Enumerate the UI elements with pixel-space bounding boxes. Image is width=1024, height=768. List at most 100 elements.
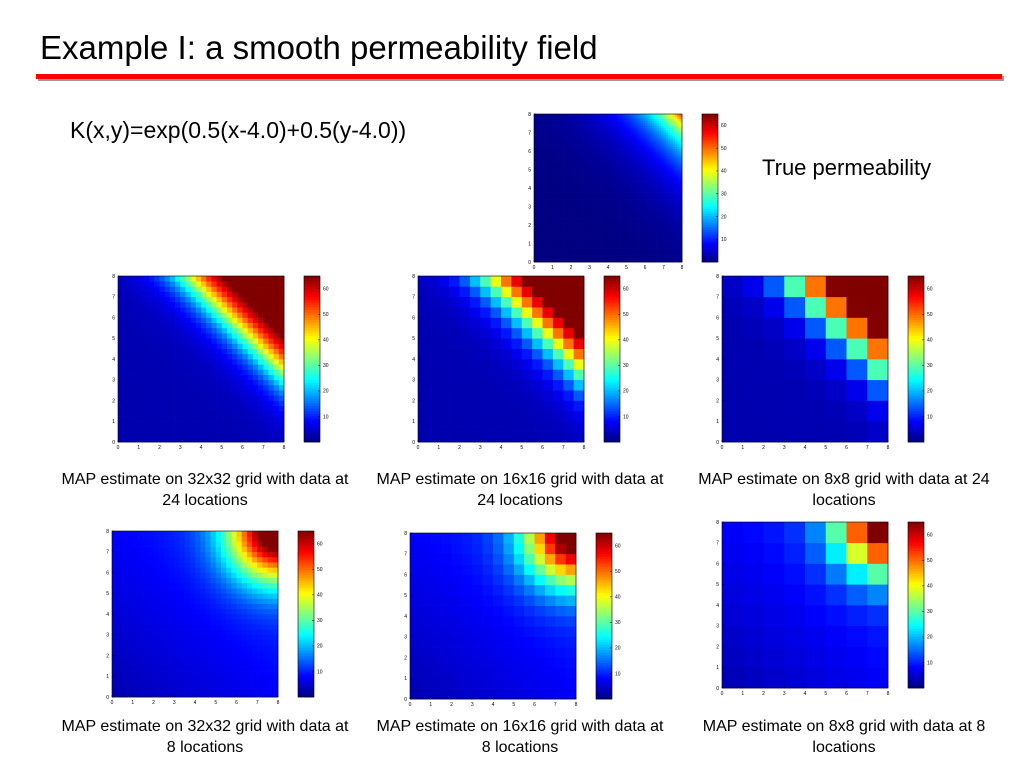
heatmap-cell [621, 222, 625, 226]
heatmap-cell [640, 218, 644, 221]
heatmap-cell [538, 132, 542, 136]
heatmap-cell [633, 185, 637, 189]
heatmap-cell [568, 241, 572, 244]
heatmap-cell [612, 130, 616, 133]
heatmap-cell [608, 176, 611, 180]
heatmap-cell [554, 243, 558, 247]
heatmap-cell [677, 204, 681, 207]
heatmap-cell [547, 252, 551, 256]
heatmap-cell [573, 225, 576, 228]
heatmap-cell [552, 155, 556, 159]
heatmap-cell [154, 322, 160, 329]
heatmap-cell [128, 322, 134, 329]
heatmap-cell [672, 146, 676, 150]
heatmap-cell [635, 250, 639, 254]
heatmap-cell [538, 222, 542, 226]
heatmap-cell [598, 218, 602, 221]
heatmap-cell [534, 160, 537, 163]
heatmap-cell [675, 229, 678, 233]
heatmap-cell [557, 176, 560, 180]
heatmap-cell [175, 369, 181, 375]
heatmap-cell [564, 146, 567, 150]
heatmap-cell [591, 197, 595, 200]
heatmap-cell [584, 137, 588, 140]
heatmap-cell [237, 384, 243, 391]
heatmap-cell [617, 234, 620, 237]
heatmap-cell [216, 327, 223, 334]
heatmap-cell [608, 178, 611, 182]
heatmap-cell [552, 183, 556, 187]
heatmap-cell [619, 144, 623, 147]
heatmap-cell [612, 218, 616, 221]
heatmap-cell [656, 218, 660, 221]
heatmap-cell [645, 250, 648, 254]
heatmap-cell [603, 252, 607, 256]
heatmap-cell [538, 236, 542, 240]
heatmap-cell [649, 174, 653, 177]
heatmap-cell [596, 197, 600, 200]
heatmap-cell [633, 220, 637, 224]
heatmap-cell [564, 222, 567, 226]
heatmap-cell [614, 215, 618, 219]
heatmap-cell [594, 181, 597, 184]
heatmap-cell [534, 220, 537, 224]
heatmap-cell [159, 395, 166, 401]
heatmap-cell [594, 155, 597, 159]
heatmap-cell [612, 151, 616, 154]
heatmap-cell [536, 176, 539, 180]
heatmap-cell [550, 123, 553, 126]
heatmap-cell [575, 259, 579, 263]
heatmap-cell [608, 139, 611, 143]
heatmap-cell [610, 206, 613, 210]
heatmap-cell [601, 252, 604, 256]
heatmap-cell [612, 144, 616, 147]
colorbar-tick-label: 20 [721, 214, 727, 220]
heatmap-cell [677, 231, 681, 235]
heatmap-cell [584, 255, 588, 258]
heatmap-cell [640, 125, 644, 129]
heatmap-cell [559, 238, 563, 242]
heatmap-cell [536, 194, 539, 198]
heatmap-cell [614, 222, 618, 226]
heatmap-cell [658, 204, 662, 207]
heatmap-cell [536, 118, 539, 122]
heatmap-cell [564, 252, 567, 256]
heatmap-cell [645, 231, 648, 235]
heatmap-cell [665, 120, 669, 124]
heatmap-cell [658, 174, 662, 177]
heatmap-cell [679, 194, 683, 198]
heatmap-cell [624, 183, 627, 187]
heatmap-cell [545, 148, 549, 152]
heatmap-cell [226, 426, 233, 432]
heatmap-cell [665, 157, 669, 161]
heatmap-cell [164, 405, 171, 412]
heatmap-cell [580, 201, 583, 205]
heatmap-cell [538, 192, 542, 196]
heatmap-cell [232, 431, 238, 438]
heatmap-cell [617, 236, 620, 240]
heatmap-cell [596, 137, 600, 140]
heatmap-cell [180, 436, 186, 443]
heatmap-cell [596, 181, 600, 184]
heatmap-cell [237, 312, 243, 318]
heatmap-cell [575, 225, 579, 228]
heatmap-cell [628, 123, 632, 126]
heatmap-cell [138, 286, 145, 292]
heatmap-cell [138, 390, 145, 396]
heatmap-cell [626, 227, 630, 230]
heatmap-cell [575, 204, 579, 207]
heatmap-cell [571, 218, 574, 221]
heatmap-cell [610, 132, 613, 136]
heatmap-cell [661, 151, 664, 154]
heatmap-cell [587, 120, 590, 124]
heatmap-cell [582, 137, 586, 140]
heatmap-cell [638, 236, 641, 240]
heatmap-cell [571, 208, 574, 212]
heatmap-cell [663, 139, 667, 143]
heatmap-cell [559, 167, 563, 170]
heatmap-cell [638, 120, 641, 124]
heatmap-cell [154, 291, 160, 298]
heatmap-cell [149, 364, 155, 370]
heatmap-cell [647, 148, 650, 152]
heatmap-cell [645, 220, 648, 224]
